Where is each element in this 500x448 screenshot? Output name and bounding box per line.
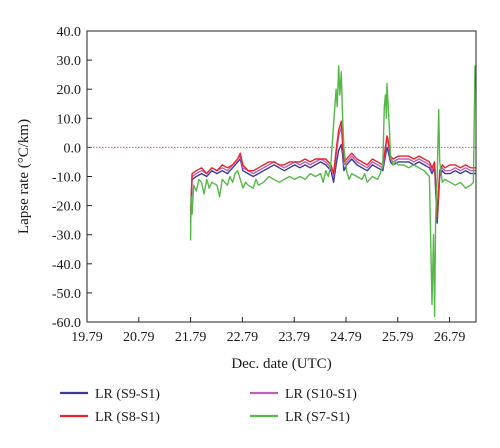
y-axis-title: Lapse rate (°C/km) [16,119,32,234]
series-line-lr-s8-s1 [189,120,476,218]
legend-item: LR (S9-S1) [60,387,160,402]
x-tick-label: 23.79 [278,330,310,345]
x-axis-ticks: 19.79 20.79 21.79 22.79 23.79 24.79 25.79 26.79 [71,317,465,345]
y-tick-label: -10.0 [52,171,81,186]
legend: LR (S9-S1) LR (S8-S1) LR (S10-S1) LR (S7-S1… [60,387,357,425]
y-axis-ticks: 40.0 30.0 20.0 10.0 0.0 -10.0 -20.0 -30.0 -40.0 -… [52,25,92,331]
x-tick-label: 26.79 [434,330,466,345]
x-tick-label: 24.79 [330,330,362,345]
y-tick-label: -60.0 [52,316,81,331]
series-lines [189,65,476,317]
y-tick-label: -30.0 [52,229,81,244]
y-tick-label: -50.0 [52,287,81,302]
y-tick-label: 40.0 [57,25,82,40]
x-tick-label: 21.79 [175,330,207,345]
y-tick-label: 30.0 [57,54,82,69]
x-tick-label: 25.79 [382,330,414,345]
legend-item: LR (S7-S1) [250,410,350,425]
x-tick-label: 20.79 [123,330,155,345]
x-axis-title: Dec. date (UTC) [231,356,331,372]
x-tick-label: 22.79 [227,330,259,345]
legend-label: LR (S9-S1) [95,387,160,402]
series-line-lr-s9-s1 [189,143,476,224]
legend-label: LR (S10-S1) [285,387,357,402]
y-tick-label: 20.0 [57,83,82,98]
plot-area-frame [86,30,477,323]
y-tick-label: 0.0 [64,141,82,156]
y-tick-label: 10.0 [57,112,82,127]
x-tick-label: 19.79 [71,330,103,345]
series-line-lr-s7-s1 [189,65,476,317]
y-tick-label: -40.0 [52,258,81,273]
y-tick-label: -20.0 [52,200,81,215]
legend-label: LR (S7-S1) [285,410,350,425]
legend-item: LR (S8-S1) [60,410,160,425]
legend-label: LR (S8-S1) [95,410,160,425]
legend-item: LR (S10-S1) [250,387,357,402]
